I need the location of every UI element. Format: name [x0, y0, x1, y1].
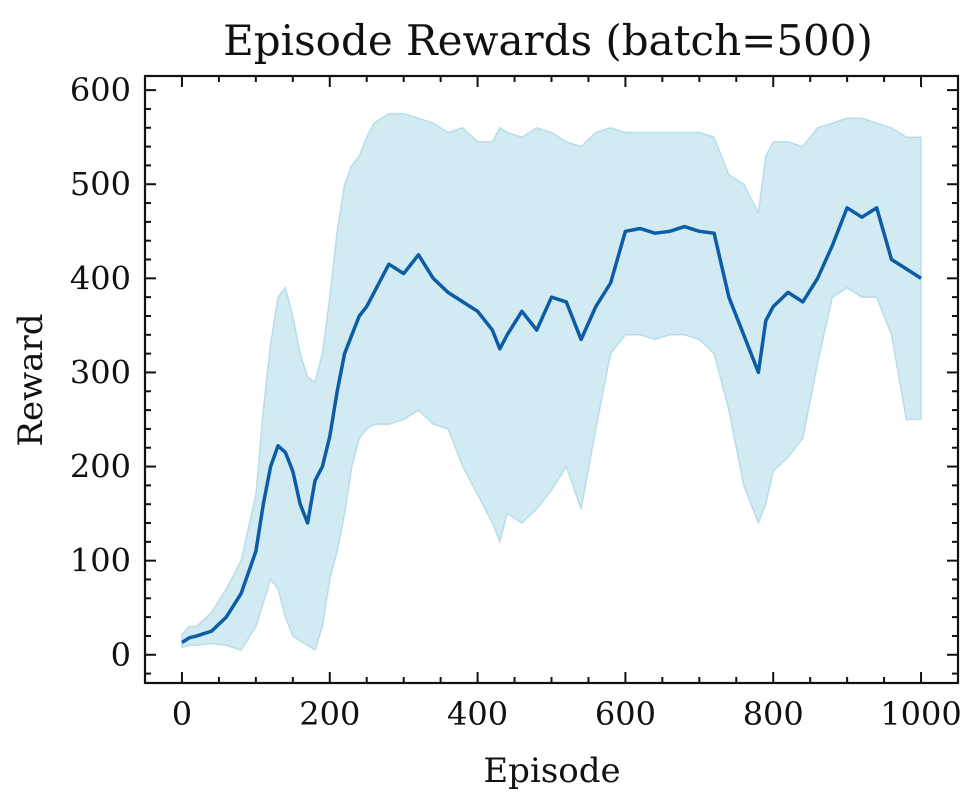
x-axis-label: Episode: [483, 751, 620, 791]
y-tick-label: 0: [111, 636, 131, 674]
y-tick-label: 400: [70, 259, 131, 297]
reward-std-band: [181, 112, 922, 652]
y-tick-label: 300: [70, 353, 131, 391]
x-tick-label: 800: [743, 695, 804, 733]
x-tick-label: 200: [299, 695, 360, 733]
x-tick-label: 1000: [880, 695, 961, 733]
reward-mean-line: [181, 206, 922, 644]
y-tick-label: 500: [70, 165, 131, 203]
chart-title: Episode Rewards (batch=500): [223, 16, 873, 65]
x-tick-label: 0: [172, 695, 192, 733]
x-tick-label: 400: [447, 695, 508, 733]
y-axis-label: Reward: [11, 313, 51, 446]
y-tick-label: 200: [70, 448, 131, 486]
y-tick-label: 100: [70, 542, 131, 580]
x-tick-label: 600: [595, 695, 656, 733]
y-tick-label: 600: [70, 71, 131, 109]
